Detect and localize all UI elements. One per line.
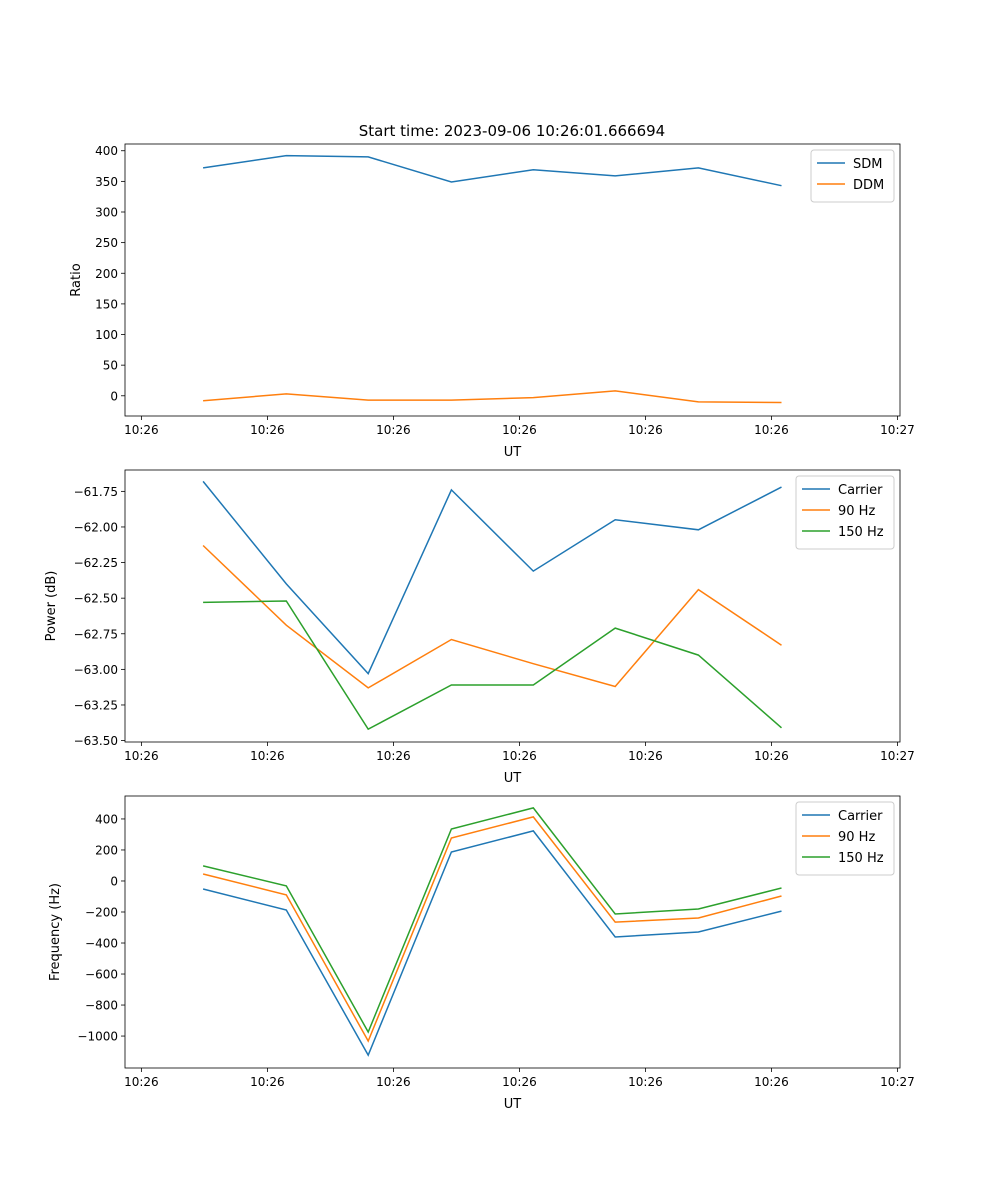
figure-title: Start time: 2023-09-06 10:26:01.666694	[359, 122, 665, 140]
x-tick-label: 10:27	[880, 749, 915, 763]
y-tick-label: 50	[103, 359, 118, 373]
y-tick-label: −400	[85, 937, 118, 951]
y-tick-label: −61.75	[74, 485, 118, 499]
x-tick-label: 10:26	[502, 423, 537, 437]
legend-label: DDM	[853, 178, 884, 193]
x-tick-label: 10:26	[754, 749, 789, 763]
y-tick-label: −63.00	[74, 663, 118, 677]
y-tick-label: −62.75	[74, 627, 118, 641]
axes-frame	[124, 143, 901, 417]
y-tick-label: 200	[95, 843, 118, 857]
legend-label: 90 Hz	[838, 504, 875, 519]
x-axis-label: UT	[504, 1097, 522, 1112]
y-tick-label: −62.00	[74, 520, 118, 534]
legend: Carrier 90 Hz 150 Hz	[795, 801, 895, 876]
legend-label: 150 Hz	[838, 851, 884, 866]
series-line-carrier	[202, 830, 782, 1057]
y-tick-label: −600	[85, 968, 118, 982]
x-tick-label: 10:26	[628, 423, 663, 437]
x-tick-label: 10:26	[124, 749, 159, 763]
legend-label: SDM	[853, 157, 882, 172]
y-tick-label: 400	[95, 812, 118, 826]
x-tick-label: 10:26	[754, 1075, 789, 1089]
x-tick-label: 10:26	[376, 749, 411, 763]
subplot-3: 10:26 10:26 10:26 10:26 10:26 10:26 10:27 −1000…	[48, 795, 915, 1112]
y-tick-label: 300	[95, 206, 118, 220]
y-tick-label: 250	[95, 236, 118, 250]
x-tick-label: 10:26	[250, 749, 285, 763]
y-tick-label: 350	[95, 175, 118, 189]
x-axis-label: UT	[504, 771, 522, 786]
y-axis-label: Power (dB)	[44, 571, 59, 642]
x-tick-label: 10:27	[880, 1075, 915, 1089]
series-line-90-hz	[202, 816, 782, 1043]
x-tick-label: 10:26	[376, 1075, 411, 1089]
y-tick-label: 400	[95, 144, 118, 158]
x-tick-label: 10:26	[502, 749, 537, 763]
axes-frame	[124, 795, 901, 1069]
legend-label: Carrier	[838, 483, 883, 498]
y-tick-label: −63.50	[74, 734, 118, 748]
y-tick-label: 100	[95, 328, 118, 342]
series-line-ddm	[203, 390, 782, 404]
y-tick-label: −62.50	[74, 592, 118, 606]
x-tick-label: 10:26	[502, 1075, 537, 1089]
series-line-90-hz	[202, 544, 782, 689]
x-tick-label: 10:26	[628, 749, 663, 763]
series-line-150-hz	[203, 600, 782, 731]
x-tick-label: 10:26	[376, 423, 411, 437]
legend: SDM DDM	[810, 149, 895, 203]
y-tick-label: 0	[110, 389, 118, 403]
x-tick-label: 10:26	[124, 423, 159, 437]
y-tick-label: −200	[85, 905, 118, 919]
y-tick-label: 200	[95, 267, 118, 281]
y-tick-label: 0	[110, 874, 118, 888]
y-axis-label: Ratio	[69, 263, 84, 296]
y-tick-label: −1000	[77, 1030, 118, 1044]
series-line-sdm	[202, 154, 782, 187]
x-tick-label: 10:26	[250, 1075, 285, 1089]
y-tick-label: −62.25	[74, 556, 118, 570]
legend: Carrier 90 Hz 150 Hz	[795, 475, 895, 550]
axes-frame	[124, 469, 901, 743]
series-line-150-hz	[202, 807, 782, 1034]
legend-label: Carrier	[838, 809, 883, 824]
subplot-2: 10:26 10:26 10:26 10:26 10:26 10:26 10:27 −63.5…	[44, 469, 915, 786]
y-axis-label: Frequency (Hz)	[48, 883, 63, 981]
x-tick-label: 10:27	[880, 423, 915, 437]
x-tick-label: 10:26	[628, 1075, 663, 1089]
x-axis-label: UT	[504, 445, 522, 460]
x-tick-label: 10:26	[124, 1075, 159, 1089]
y-tick-label: −63.25	[74, 698, 118, 712]
x-tick-label: 10:26	[250, 423, 285, 437]
y-tick-label: −800	[85, 999, 118, 1013]
x-tick-label: 10:26	[754, 423, 789, 437]
subplot-1: 10:26 10:26 10:26 10:26 10:26 10:26 10:27 0 50 10…	[69, 143, 915, 460]
y-tick-label: 150	[95, 297, 118, 311]
legend-label: 150 Hz	[838, 525, 884, 540]
series-line-carrier	[202, 480, 782, 675]
legend-label: 90 Hz	[838, 830, 875, 845]
